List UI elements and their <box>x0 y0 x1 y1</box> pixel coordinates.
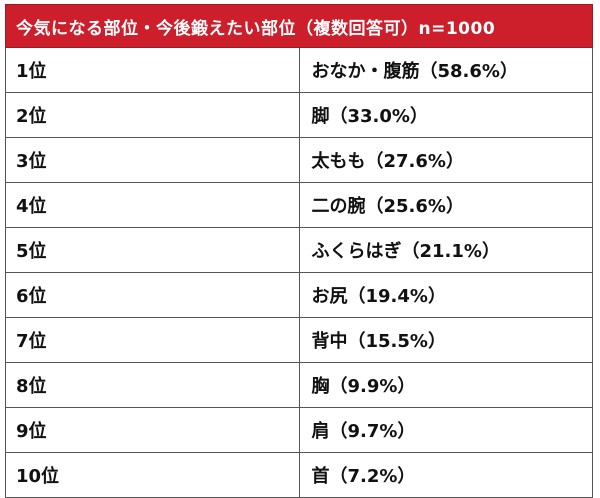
rank-cell: 1位 <box>5 47 300 93</box>
rank-cell: 5位 <box>5 227 300 273</box>
item-cell: 脚（33.0%） <box>298 92 593 138</box>
table-row: 6位 お尻（19.4%） <box>5 272 593 318</box>
rank-cell: 8位 <box>5 362 300 408</box>
item-cell: ふくらはぎ（21.1%） <box>298 227 593 273</box>
item-cell: 胸（9.9%） <box>298 362 593 408</box>
table-row: 4位 二の腕（25.6%） <box>5 182 593 228</box>
table-row: 1位 おなか・腹筋（58.6%） <box>5 47 593 93</box>
table-row: 5位 ふくらはぎ（21.1%） <box>5 227 593 273</box>
item-cell: 背中（15.5%） <box>298 317 593 363</box>
rank-cell: 7位 <box>5 317 300 363</box>
table-row: 9位 肩（9.7%） <box>5 407 593 453</box>
item-cell: 肩（9.7%） <box>298 407 593 453</box>
rank-cell: 2位 <box>5 92 300 138</box>
rank-cell: 3位 <box>5 137 300 183</box>
rank-cell: 10位 <box>5 452 300 498</box>
table-row: 10位 首（7.2%） <box>5 452 593 498</box>
item-cell: 首（7.2%） <box>298 452 593 498</box>
rank-cell: 4位 <box>5 182 300 228</box>
item-cell: おなか・腹筋（58.6%） <box>298 47 593 93</box>
ranking-table-container: 今気になる部位・今後鍛えたい部位（複数回答可）n=1000 1位 おなか・腹筋（… <box>5 4 593 498</box>
item-cell: 二の腕（25.6%） <box>298 182 593 228</box>
item-cell: 太もも（27.6%） <box>298 137 593 183</box>
table-row: 3位 太もも（27.6%） <box>5 137 593 183</box>
table-row: 2位 脚（33.0%） <box>5 92 593 138</box>
item-cell: お尻（19.4%） <box>298 272 593 318</box>
table-row: 7位 背中（15.5%） <box>5 317 593 363</box>
ranking-table: 今気になる部位・今後鍛えたい部位（複数回答可）n=1000 1位 おなか・腹筋（… <box>5 4 593 498</box>
table-row: 8位 胸（9.9%） <box>5 362 593 408</box>
rank-cell: 6位 <box>5 272 300 318</box>
table-title: 今気になる部位・今後鍛えたい部位（複数回答可）n=1000 <box>5 4 593 48</box>
rank-cell: 9位 <box>5 407 300 453</box>
table-body: 1位 おなか・腹筋（58.6%） 2位 脚（33.0%） 3位 太もも（27.6… <box>5 47 593 498</box>
table-header-row: 今気になる部位・今後鍛えたい部位（複数回答可）n=1000 <box>5 4 593 48</box>
